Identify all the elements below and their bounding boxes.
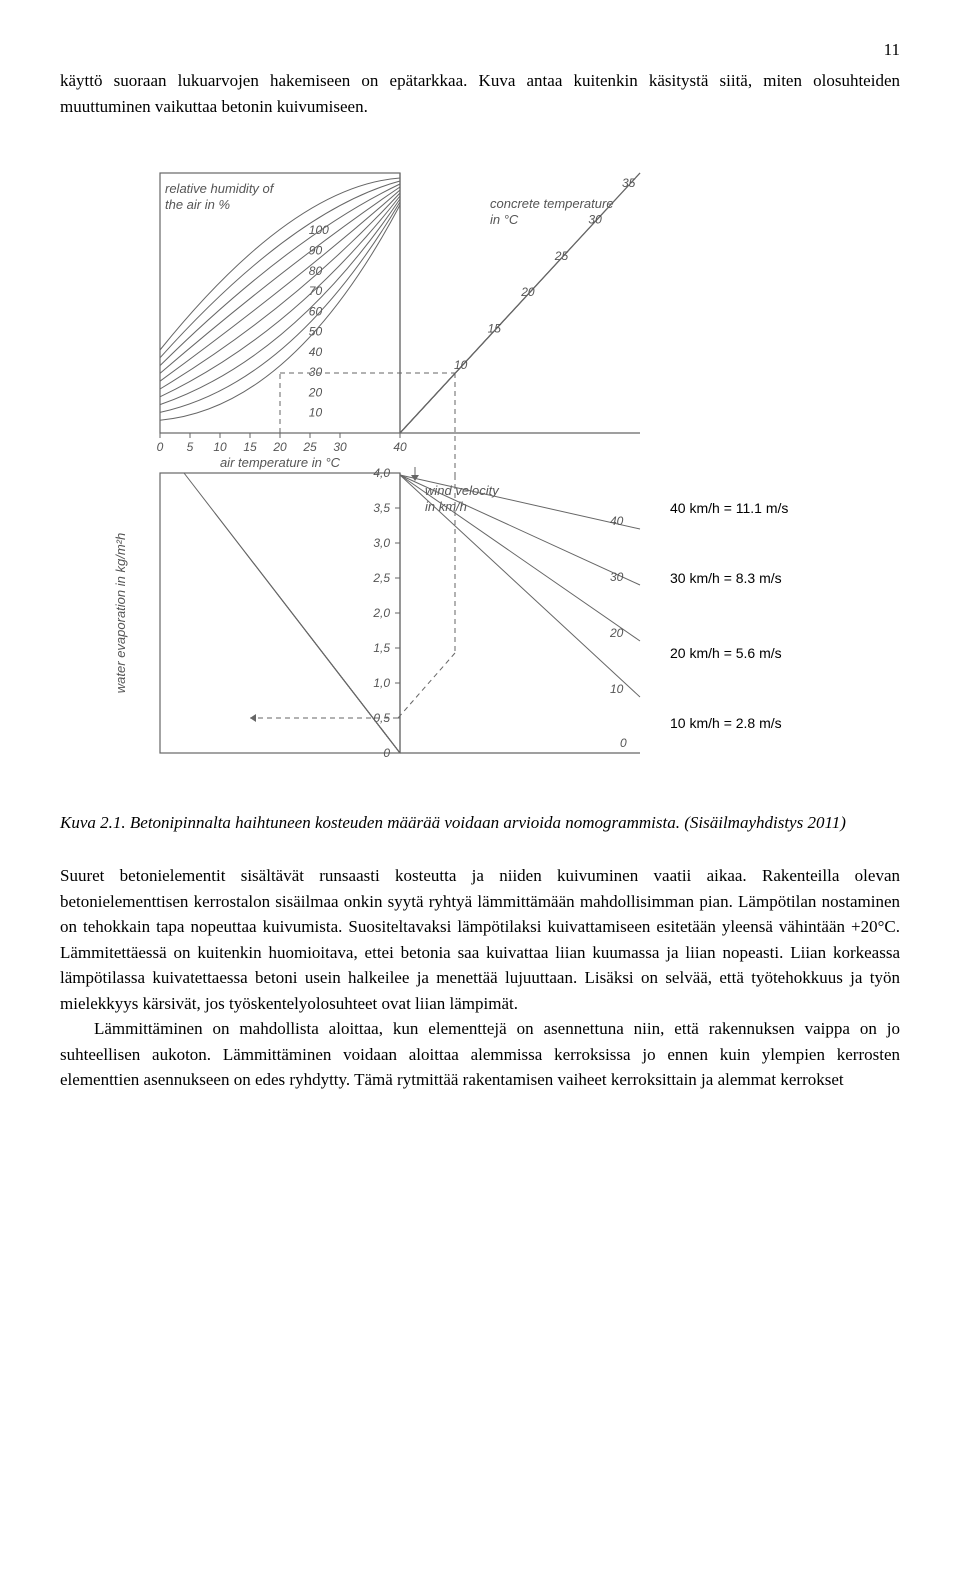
figure-container: relative humidity ofthe air in %10090807… [60, 143, 900, 783]
svg-text:1,0: 1,0 [373, 676, 390, 690]
svg-text:25: 25 [554, 249, 569, 263]
svg-text:15: 15 [243, 440, 257, 454]
svg-text:10: 10 [309, 406, 323, 420]
svg-text:70: 70 [309, 284, 323, 298]
svg-text:3,0: 3,0 [373, 536, 390, 550]
body-paragraph-2: Lämmittäminen on mahdollista aloittaa, k… [60, 1016, 900, 1093]
svg-text:4,0: 4,0 [373, 466, 390, 480]
nomogram-chart: relative humidity ofthe air in %10090807… [100, 143, 860, 783]
svg-text:30: 30 [333, 440, 347, 454]
svg-text:0: 0 [157, 440, 164, 454]
svg-text:the air in %: the air in % [165, 197, 230, 212]
svg-text:air temperature in °C: air temperature in °C [220, 455, 341, 470]
svg-text:40: 40 [393, 440, 407, 454]
svg-text:2,0: 2,0 [372, 606, 390, 620]
svg-text:3,5: 3,5 [373, 501, 390, 515]
svg-text:10: 10 [213, 440, 227, 454]
svg-text:relative humidity of: relative humidity of [165, 181, 275, 196]
svg-text:30 km/h = 8.3 m/s: 30 km/h = 8.3 m/s [670, 570, 782, 586]
svg-text:20: 20 [272, 440, 287, 454]
svg-text:15: 15 [488, 322, 502, 336]
svg-text:40 km/h = 11.1 m/s: 40 km/h = 11.1 m/s [670, 500, 788, 516]
figure-caption: Kuva 2.1. Betonipinnalta haihtuneen kost… [60, 813, 900, 833]
svg-text:2,5: 2,5 [372, 571, 390, 585]
svg-text:30: 30 [610, 570, 624, 584]
svg-text:water evaporation in kg/m²h: water evaporation in kg/m²h [113, 533, 128, 693]
svg-text:30: 30 [588, 212, 602, 226]
svg-text:20: 20 [609, 626, 624, 640]
svg-text:in °C: in °C [490, 212, 519, 227]
caption-label: Kuva 2.1. [60, 813, 126, 832]
svg-text:20 km/h = 5.6 m/s: 20 km/h = 5.6 m/s [670, 645, 782, 661]
body-paragraph-1: Suuret betonielementit sisältävät runsaa… [60, 863, 900, 1016]
svg-text:10 km/h = 2.8 m/s: 10 km/h = 2.8 m/s [670, 715, 782, 731]
svg-text:wind velocity: wind velocity [425, 483, 500, 498]
svg-text:0: 0 [620, 736, 627, 750]
intro-paragraph: käyttö suoraan lukuarvojen hakemiseen on… [60, 68, 900, 119]
caption-text: Betonipinnalta haihtuneen kosteuden määr… [126, 813, 846, 832]
svg-text:1,5: 1,5 [373, 641, 390, 655]
page-number: 11 [60, 40, 900, 60]
svg-text:5: 5 [187, 440, 194, 454]
svg-text:40: 40 [309, 345, 323, 359]
svg-text:40: 40 [610, 514, 624, 528]
svg-text:10: 10 [454, 358, 468, 372]
svg-text:20: 20 [520, 285, 535, 299]
svg-text:20: 20 [308, 385, 323, 399]
svg-text:25: 25 [302, 440, 317, 454]
svg-text:concrete temperature: concrete temperature [490, 196, 614, 211]
svg-text:100: 100 [309, 223, 329, 237]
svg-text:30: 30 [309, 365, 323, 379]
svg-text:0: 0 [383, 746, 390, 760]
svg-text:10: 10 [610, 682, 624, 696]
svg-text:35: 35 [622, 176, 636, 190]
